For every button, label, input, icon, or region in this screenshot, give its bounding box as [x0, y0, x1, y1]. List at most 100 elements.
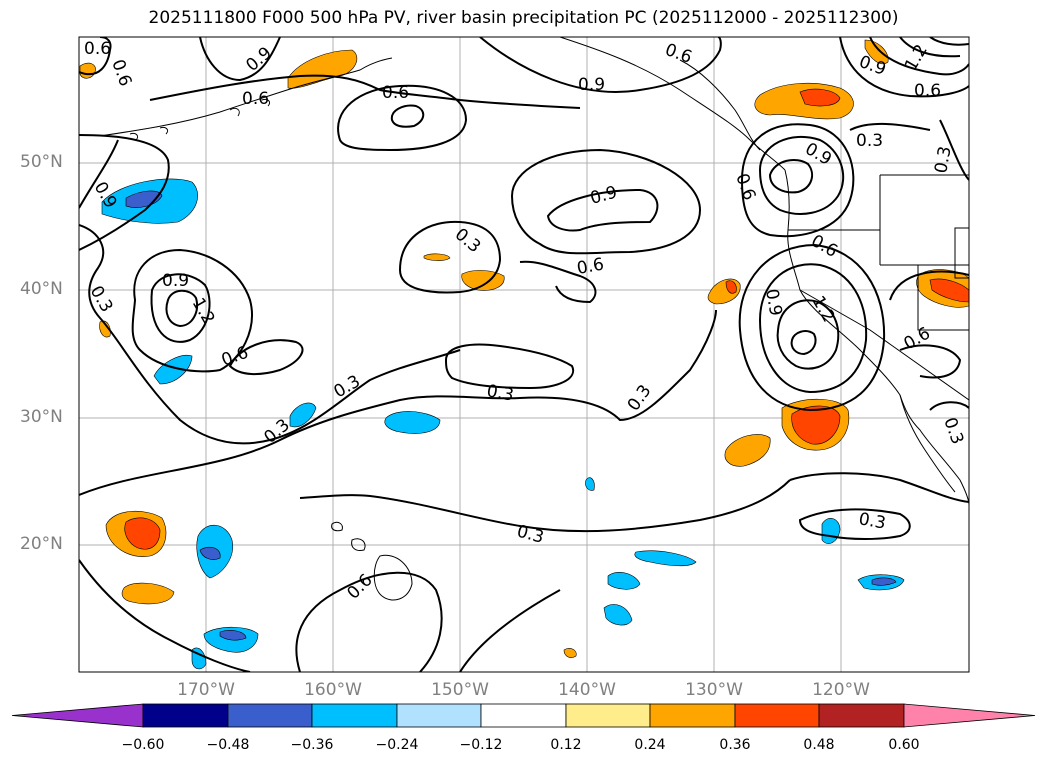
pv-contour-0.3 — [798, 508, 911, 540]
precip-blob-positive — [563, 648, 577, 658]
pv-contour-0.3 — [444, 343, 575, 390]
colorbar-tick-label: −0.12 — [459, 737, 503, 753]
contour-label: 0.3 — [485, 381, 515, 405]
precip-blob-negative — [384, 411, 441, 434]
contour-label: 0.9 — [162, 271, 189, 291]
lon-label: 160°W — [304, 680, 362, 700]
pv-contour-0.9 — [199, 37, 281, 82]
colorbar-extend-low — [11, 703, 144, 728]
contour-label: 0.6 — [575, 255, 605, 279]
colorbar-tick-label: −0.24 — [375, 737, 419, 753]
pv-contour-0.6 — [337, 84, 468, 152]
colorbar-tick-label: 0.24 — [634, 737, 666, 753]
precip-blob-negative — [603, 604, 633, 626]
pv-contour-0.6 — [519, 260, 597, 304]
pv-contour-0.6 — [131, 248, 253, 373]
precip-blob-strong — [124, 517, 161, 550]
colorbar-segment — [142, 703, 229, 728]
pv-contours — [79, 37, 969, 672]
hawaii-maui — [351, 538, 366, 551]
colorbar-tick-label: 0.60 — [888, 737, 920, 753]
precip-blob-positive — [121, 582, 175, 605]
pv-contour-0.3 — [398, 220, 502, 294]
precip-blob-positive — [864, 39, 889, 65]
pv-contour-0.3 — [459, 589, 561, 672]
colorbar — [11, 703, 1036, 728]
colorbar-tick-label: 0.12 — [550, 737, 582, 753]
pv-contour-0.3 — [79, 224, 461, 445]
contour-label: 0.6 — [382, 83, 409, 103]
map-frame — [78, 36, 970, 673]
pv-contour-0.9 — [390, 104, 425, 128]
precip-blob-negative-strong — [125, 190, 163, 208]
pv-contour-0.9 — [150, 273, 211, 343]
alaska-island-2 — [159, 127, 169, 135]
pv-contour-0.9 — [758, 135, 845, 215]
colorbar-segment — [227, 703, 313, 728]
colorbar-tick-label: −0.48 — [206, 737, 250, 753]
precip-blob-strong — [791, 405, 841, 445]
alaska-coast — [559, 37, 786, 171]
pv-contour-0.6 — [79, 134, 170, 251]
precip-shading — [79, 39, 969, 670]
contour-label: 0.6 — [914, 81, 941, 101]
contour-label: 0.3 — [857, 509, 887, 533]
pv-contour-0.3 — [79, 559, 251, 672]
pv-contour-0.6 — [295, 571, 443, 672]
contour-label: 0.9 — [761, 287, 785, 317]
pv-contour-0.9 — [758, 263, 868, 394]
pv-contour-0.6 — [939, 119, 969, 181]
colorbar-segment — [649, 703, 736, 728]
lon-label: 170°W — [177, 680, 235, 700]
colorbar-tick-label: 0.36 — [719, 737, 751, 753]
state-borders — [788, 174, 969, 401]
pv-contour-0.3 — [929, 401, 969, 411]
alaska-island-3 — [229, 107, 240, 117]
precip-blob-strong — [725, 280, 737, 294]
pv-contour-0.9 — [546, 188, 659, 232]
precip-blob-negative — [289, 402, 317, 428]
precip-blob-negative — [585, 477, 595, 491]
alaska-island-4 — [261, 99, 271, 107]
pv-contour-0.6 — [228, 339, 304, 376]
pv-contour-0.3 — [299, 479, 791, 533]
lat-label: 50°N — [20, 152, 63, 172]
pv-contour-0.6 — [740, 123, 855, 238]
alaska-island-1 — [129, 133, 139, 141]
precip-blob-negative-strong — [871, 577, 897, 586]
pv-contour-0.9 — [79, 139, 119, 209]
islands — [129, 99, 413, 601]
precip-blob-positive — [423, 253, 451, 261]
lon-label: 150°W — [431, 680, 489, 700]
lon-label: 140°W — [558, 680, 616, 700]
lat-label: 40°N — [20, 279, 63, 299]
colorbar-segment — [734, 703, 820, 728]
british-columbia-coast — [679, 59, 761, 151]
lat-label: 20°N — [20, 534, 63, 554]
pv-contour-0.6 — [79, 37, 112, 75]
map-background — [79, 37, 969, 672]
precip-blob-negative — [634, 550, 697, 567]
precip-blob-positive — [724, 434, 771, 467]
pv-contour-0.9 — [479, 37, 722, 93]
pv-contour-1.5 — [929, 37, 969, 46]
pv-contour-0.9 — [869, 37, 969, 76]
lon-label: 130°W — [685, 680, 743, 700]
pv-contour-1.2 — [768, 159, 814, 194]
aleutian-coast — [99, 57, 393, 137]
lon-label: 120°W — [812, 680, 870, 700]
pv-contour-0.3 — [79, 309, 717, 496]
precip-blob-negative-strong — [219, 630, 247, 641]
precip-blob-positive — [99, 320, 111, 338]
pv-contour-0.3 — [789, 472, 969, 503]
us-west-coast — [784, 169, 969, 506]
precip-blob-negative — [607, 572, 641, 590]
colorbar-segment — [565, 703, 651, 728]
precip-blob-strong — [799, 88, 841, 107]
colorbar-extend-high — [903, 703, 1036, 728]
contour-label: 0.3 — [856, 131, 883, 151]
colorbar-segment — [480, 703, 567, 728]
contour-label: 0.6 — [84, 39, 111, 59]
precip-blob-negative-strong — [199, 546, 221, 560]
